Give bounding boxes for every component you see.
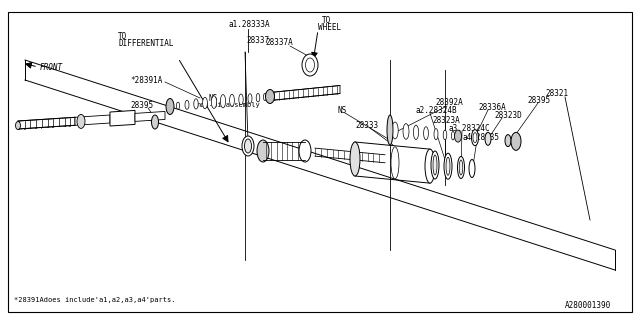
Polygon shape	[75, 115, 110, 125]
Ellipse shape	[446, 157, 450, 175]
Text: TO: TO	[322, 15, 332, 25]
Ellipse shape	[230, 94, 234, 106]
Ellipse shape	[444, 153, 452, 179]
Ellipse shape	[454, 130, 461, 142]
Text: 28395: 28395	[130, 100, 153, 109]
Text: 28337: 28337	[246, 36, 269, 44]
Text: 28336A: 28336A	[478, 102, 506, 111]
Ellipse shape	[242, 136, 254, 156]
Text: A280001390: A280001390	[565, 301, 611, 310]
Text: a1.28333A: a1.28333A	[228, 20, 269, 28]
Ellipse shape	[505, 135, 511, 147]
Text: TO: TO	[118, 31, 127, 41]
Ellipse shape	[203, 97, 207, 109]
Ellipse shape	[177, 102, 180, 109]
Text: 28337A: 28337A	[265, 37, 292, 46]
Ellipse shape	[15, 122, 20, 130]
Ellipse shape	[403, 124, 409, 139]
Ellipse shape	[413, 125, 419, 140]
Text: *28391Adoes include'a1,a2,a3,a4'parts.: *28391Adoes include'a1,a2,a3,a4'parts.	[14, 297, 175, 303]
Ellipse shape	[266, 90, 275, 103]
Text: 28333: 28333	[355, 121, 378, 130]
Text: 28323A: 28323A	[432, 116, 460, 124]
Polygon shape	[18, 117, 75, 129]
Ellipse shape	[392, 122, 398, 139]
Text: NS: NS	[337, 106, 346, 115]
Text: a2.28324B: a2.28324B	[415, 106, 456, 115]
Ellipse shape	[444, 130, 447, 140]
Text: NS: NS	[208, 93, 217, 102]
Polygon shape	[135, 111, 165, 121]
Text: 28321: 28321	[545, 89, 568, 98]
Ellipse shape	[425, 149, 435, 183]
Ellipse shape	[460, 160, 463, 175]
Ellipse shape	[451, 132, 454, 140]
Ellipse shape	[220, 95, 226, 108]
Ellipse shape	[194, 99, 198, 109]
Ellipse shape	[434, 129, 438, 140]
Ellipse shape	[299, 140, 311, 162]
Text: 28395: 28395	[527, 95, 550, 105]
Ellipse shape	[469, 159, 475, 178]
Text: a3.28324C: a3.28324C	[448, 124, 490, 132]
Ellipse shape	[458, 156, 465, 179]
Text: FRONT: FRONT	[40, 62, 63, 71]
Text: 28392A: 28392A	[435, 98, 463, 107]
Ellipse shape	[257, 140, 269, 162]
Ellipse shape	[431, 151, 439, 179]
Ellipse shape	[244, 139, 252, 153]
Ellipse shape	[185, 100, 189, 109]
Ellipse shape	[350, 142, 360, 176]
Polygon shape	[110, 110, 135, 126]
Ellipse shape	[511, 132, 521, 150]
Ellipse shape	[256, 93, 260, 102]
Ellipse shape	[391, 147, 399, 179]
Text: WHEEL: WHEEL	[318, 22, 341, 31]
Ellipse shape	[239, 94, 243, 105]
Ellipse shape	[485, 132, 491, 145]
Text: DIFFERENTIAL: DIFFERENTIAL	[118, 38, 173, 47]
Ellipse shape	[166, 99, 174, 115]
Ellipse shape	[248, 94, 252, 103]
Ellipse shape	[264, 93, 267, 100]
Text: non-disassembly: non-disassembly	[196, 102, 260, 108]
Ellipse shape	[387, 115, 393, 145]
Text: *28391A: *28391A	[130, 76, 163, 84]
Ellipse shape	[472, 130, 479, 146]
Ellipse shape	[211, 96, 216, 108]
Ellipse shape	[433, 155, 437, 175]
Text: 28323D: 28323D	[494, 110, 522, 119]
Ellipse shape	[152, 115, 159, 129]
Ellipse shape	[77, 115, 85, 128]
Ellipse shape	[424, 127, 428, 140]
Text: a4.28335: a4.28335	[462, 132, 499, 141]
Polygon shape	[272, 85, 340, 100]
Ellipse shape	[302, 54, 318, 76]
